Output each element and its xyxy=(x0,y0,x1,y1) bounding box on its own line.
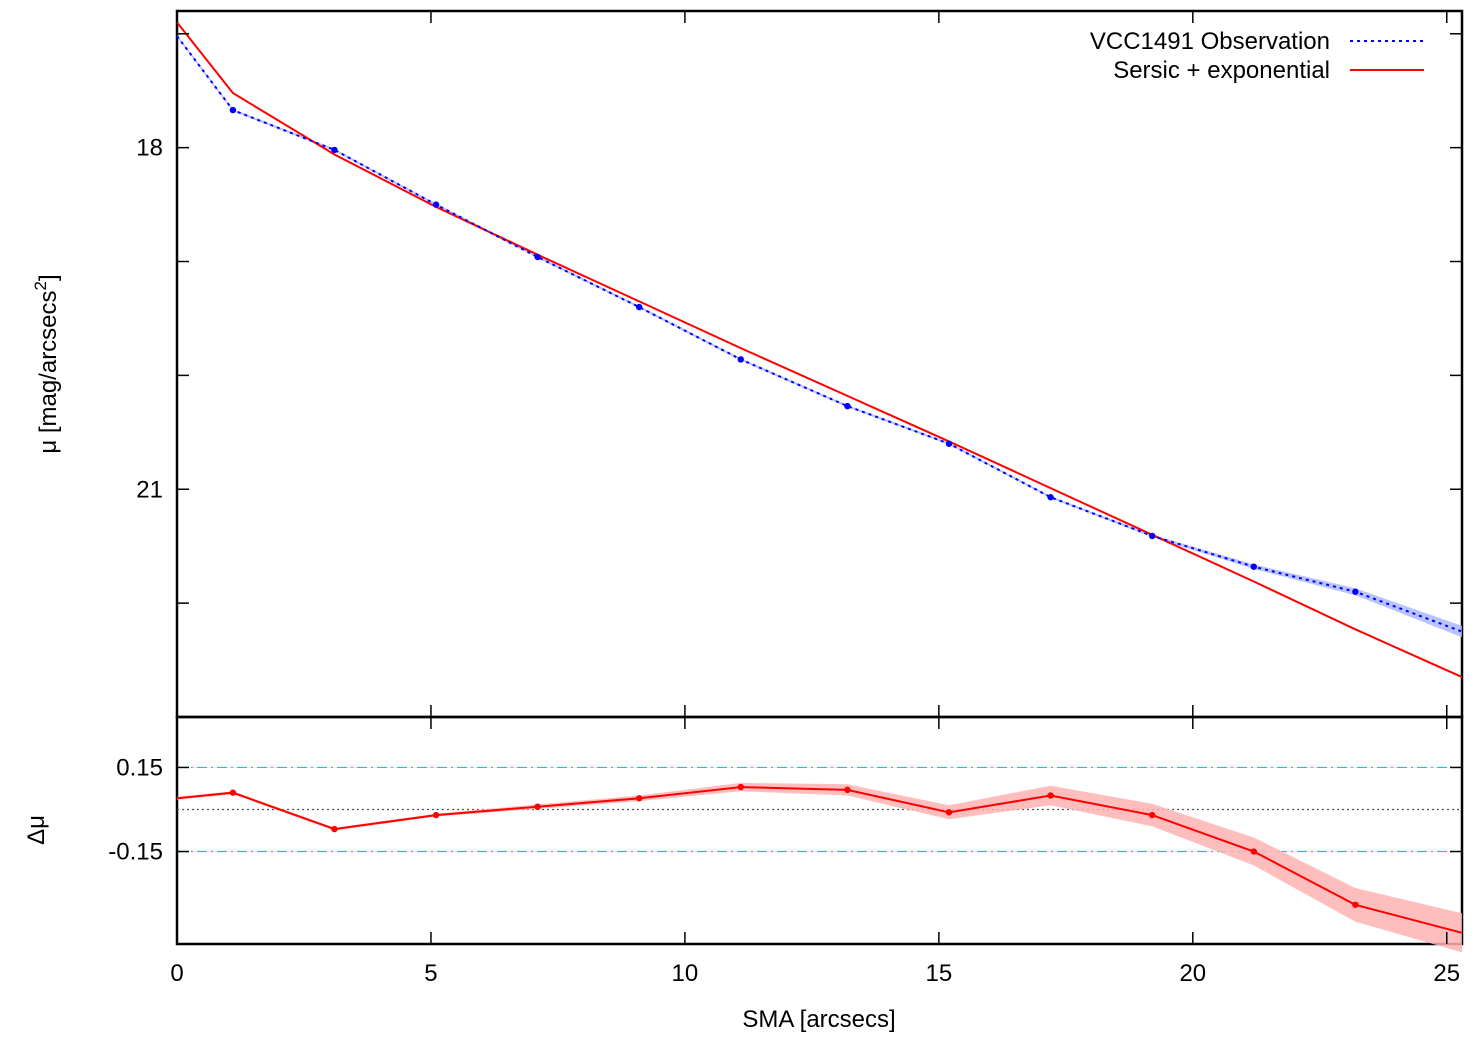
observation-point xyxy=(1148,532,1156,540)
residual-data-points xyxy=(229,783,1359,908)
residual-point xyxy=(432,811,440,819)
residual-point xyxy=(331,825,338,833)
residual-reference-lines xyxy=(177,766,1462,853)
residual-point xyxy=(635,795,643,802)
observation-point xyxy=(229,106,237,114)
main-y-axis-label-end: ] xyxy=(35,274,62,281)
residual-point xyxy=(1148,811,1156,819)
main-y-axis-label: μ [mag/arcsecs2] xyxy=(31,274,62,453)
x-tick-label: 20 xyxy=(1179,960,1206,987)
observation-point xyxy=(331,146,338,154)
residual-point xyxy=(1250,848,1257,855)
observation-line xyxy=(176,35,1463,633)
observation-point xyxy=(945,440,953,447)
y-tick-label: 21 xyxy=(136,476,163,503)
residual-y-tick-label: 0.15 xyxy=(116,754,163,781)
residual-y-axis-label: Δμ xyxy=(23,815,50,845)
residual-ticks: 0.15 -0.15 xyxy=(108,754,1462,866)
residual-point xyxy=(534,803,541,810)
x-tick-label: 15 xyxy=(926,960,953,987)
residual-line xyxy=(176,786,1463,934)
residual-point xyxy=(229,789,237,796)
residual-error-band xyxy=(177,782,1462,953)
x-tick-label: 0 xyxy=(170,960,183,987)
main-y-axis-label-text: μ [mag/arcsecs xyxy=(35,290,62,453)
residual-point xyxy=(844,786,851,794)
observation-point xyxy=(844,402,851,410)
residual-point xyxy=(945,809,953,816)
x-axis-label: SMA [arcsecs] xyxy=(742,1006,895,1033)
observation-point xyxy=(1047,494,1054,501)
main-data-points xyxy=(229,106,1359,595)
model-line xyxy=(176,21,1463,679)
x-axis-ticks: 0 5 10 15 20 25 xyxy=(170,11,1460,987)
observation-point xyxy=(1352,588,1359,595)
main-series-lines xyxy=(176,21,1463,679)
x-tick-label: 25 xyxy=(1433,960,1460,987)
legend-label-model: Sersic + exponential xyxy=(1113,57,1330,84)
residual-y-tick-label: -0.15 xyxy=(108,839,163,866)
observation-error-band xyxy=(177,34,1462,638)
y-tick-label: 18 xyxy=(136,135,163,162)
residual-series-line xyxy=(176,786,1463,934)
x-tick-label: 5 xyxy=(424,960,437,987)
main-y-axis-label-superscript: 2 xyxy=(31,281,50,290)
legend: VCC1491 Observation Sersic + exponential xyxy=(1090,28,1424,84)
legend-label-observation: VCC1491 Observation xyxy=(1090,28,1330,55)
main-error-bands xyxy=(177,34,1462,638)
observation-point xyxy=(635,303,643,311)
main-plot-frame xyxy=(175,9,1464,719)
observation-point xyxy=(534,253,541,261)
residual-band xyxy=(177,782,1462,953)
x-tick-label: 10 xyxy=(672,960,699,987)
residual-point xyxy=(1352,901,1359,908)
residual-point xyxy=(737,783,744,791)
observation-point xyxy=(1250,563,1257,570)
residual-plot-frame xyxy=(175,715,1464,946)
observation-point xyxy=(432,201,440,208)
observation-point xyxy=(737,356,744,363)
residual-point xyxy=(1047,792,1054,799)
